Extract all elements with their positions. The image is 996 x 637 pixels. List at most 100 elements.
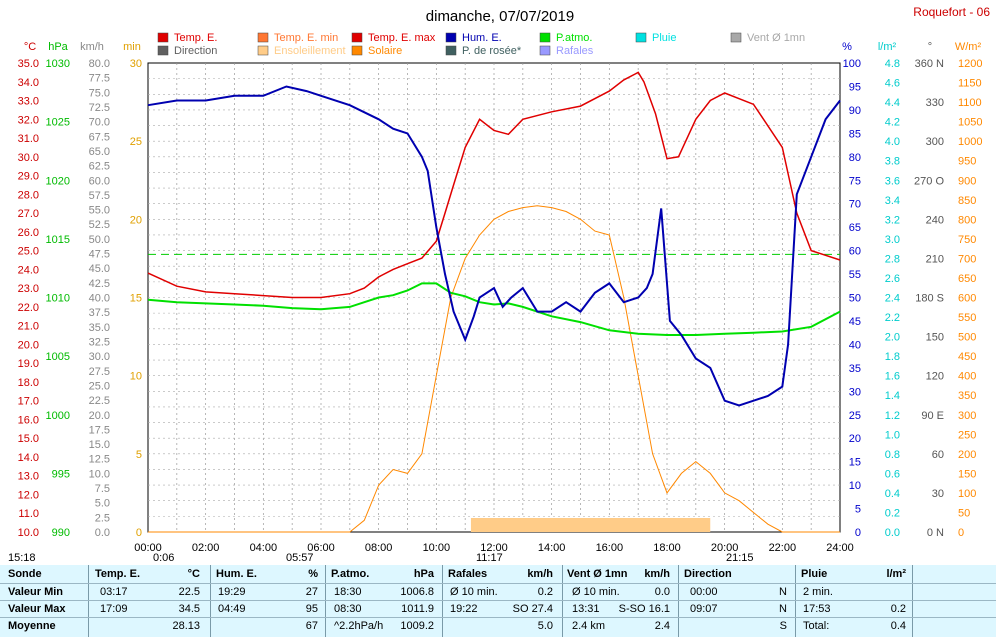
rain-tick: 0.4 [885, 488, 900, 500]
wind-tick: 25.0 [89, 380, 110, 392]
header-vent-unit: km/h [644, 568, 670, 580]
legend-swatch [351, 45, 363, 56]
press-tick: 990 [52, 527, 70, 539]
dir-tick: 360 N [915, 58, 944, 70]
press-time: 08:30 [334, 603, 362, 615]
wind-tick: 80.0 [89, 58, 110, 70]
axis-unit: °C [24, 41, 36, 53]
legend-label: Rafales [556, 45, 594, 57]
wind-tick: 42.5 [89, 278, 110, 290]
rain-tick: 3.8 [885, 156, 900, 168]
temp-tick: 11.0 [18, 508, 39, 520]
wind-tick: 62.5 [89, 161, 110, 173]
wind-tick: 32.5 [89, 336, 110, 348]
pluie-label: 17:53 [803, 603, 831, 615]
solar-tick: 0 [958, 527, 964, 539]
temp-tick: 22.0 [18, 302, 39, 314]
rain-tick: 2.4 [885, 293, 900, 305]
sun-mark: 11:17 [476, 552, 503, 564]
rain-tick: 1.6 [885, 371, 900, 383]
wind-tick: 70.0 [89, 117, 110, 129]
temp-tick: 14.0 [18, 452, 39, 464]
solar-tick: 1050 [958, 117, 982, 129]
rafales-value: SO 27.4 [512, 603, 553, 615]
temp-time: 17:09 [100, 603, 128, 615]
header-temp-unit: °C [187, 568, 200, 580]
dir-tick: 300 [926, 136, 944, 148]
sun-mark: 15:18 [8, 552, 36, 564]
dir-tick: 270 O [914, 175, 944, 187]
sun-mark: 05:57 [286, 552, 314, 564]
legend-swatch [157, 45, 169, 56]
press-tick: 995 [52, 468, 70, 480]
minute-tick: 10 [130, 371, 142, 383]
press-tick: 1005 [46, 351, 70, 363]
solar-tick: 650 [958, 273, 976, 285]
header-temp: Temp. E. [95, 568, 141, 580]
temp-tick: 28.0 [18, 189, 39, 201]
hum-tick: 15 [849, 457, 861, 469]
dir-tick: 30 [932, 488, 944, 500]
time-tick: 00:00 [134, 542, 162, 554]
temp-value: 34.5 [178, 603, 200, 615]
time-tick: 16:00 [596, 542, 624, 554]
time-tick: 06:00 [307, 542, 335, 554]
press-tick: 1000 [46, 410, 70, 422]
time-tick: 04:00 [250, 542, 278, 554]
rain-tick: 3.6 [885, 175, 900, 187]
solar-tick: 400 [958, 371, 976, 383]
hum-tick: 85 [849, 128, 861, 140]
legend-swatch [730, 32, 742, 43]
hum-tick: 65 [849, 222, 861, 234]
hum-tick: 60 [849, 246, 861, 258]
solar-tick: 950 [958, 156, 976, 168]
chart-title: dimanche, 07/07/2019 [426, 8, 574, 25]
temp-tick: 24.0 [18, 264, 39, 276]
hum-tick: 20 [849, 433, 861, 445]
wind-tick: 55.0 [89, 205, 110, 217]
solar-tick: 200 [958, 449, 976, 461]
sunshine-band [470, 518, 711, 532]
hum-tick: 35 [849, 363, 861, 375]
temp-tick: 25.0 [18, 246, 39, 258]
solar-tick: 1150 [958, 78, 982, 90]
header-press-unit: hPa [413, 568, 434, 580]
wind-tick: 5.0 [95, 498, 110, 510]
time-tick: 12:00 [480, 542, 508, 554]
hum-tick: 70 [849, 199, 861, 211]
rain-tick: 2.0 [885, 332, 900, 344]
legend-label: Temp. E. max [368, 32, 436, 44]
hum-time: 04:49 [218, 603, 246, 615]
rafales-label: Ø 10 min. [450, 586, 498, 598]
hum-tick: 95 [849, 81, 861, 93]
temp-tick: 17.0 [18, 396, 39, 408]
series-temp [147, 71, 841, 299]
legend-swatch [635, 32, 647, 43]
dir-tick: 60 [932, 449, 944, 461]
wind-tick: 75.0 [89, 87, 110, 99]
solar-tick: 550 [958, 312, 976, 324]
time-tick: 02:00 [192, 542, 220, 554]
wind-tick: 72.5 [89, 102, 110, 114]
press-tick: 1010 [46, 293, 70, 305]
wind-tick: 77.5 [89, 73, 110, 85]
hum-value: 67 [305, 620, 318, 632]
temp-tick: 21.0 [18, 321, 39, 333]
table-separator [88, 565, 89, 637]
wind-tick: 65.0 [89, 146, 110, 158]
rain-tick: 1.2 [885, 410, 900, 422]
temp-tick: 20.0 [18, 339, 39, 351]
temp-tick: 16.0 [18, 414, 39, 426]
hum-tick: 10 [849, 480, 861, 492]
hum-tick: 30 [849, 386, 861, 398]
row-label: Valeur Max [8, 603, 66, 615]
table-separator [325, 565, 326, 637]
press-tick: 1015 [46, 234, 70, 246]
hum-tick: 5 [855, 504, 861, 516]
solar-tick: 50 [958, 507, 970, 519]
dir-tick: 210 [926, 253, 944, 265]
rain-tick: 0.0 [885, 527, 900, 539]
legend-label: P. de rosée* [462, 45, 522, 57]
dir-value: N [779, 586, 787, 598]
vent-value: S-SO 16.1 [618, 603, 670, 615]
